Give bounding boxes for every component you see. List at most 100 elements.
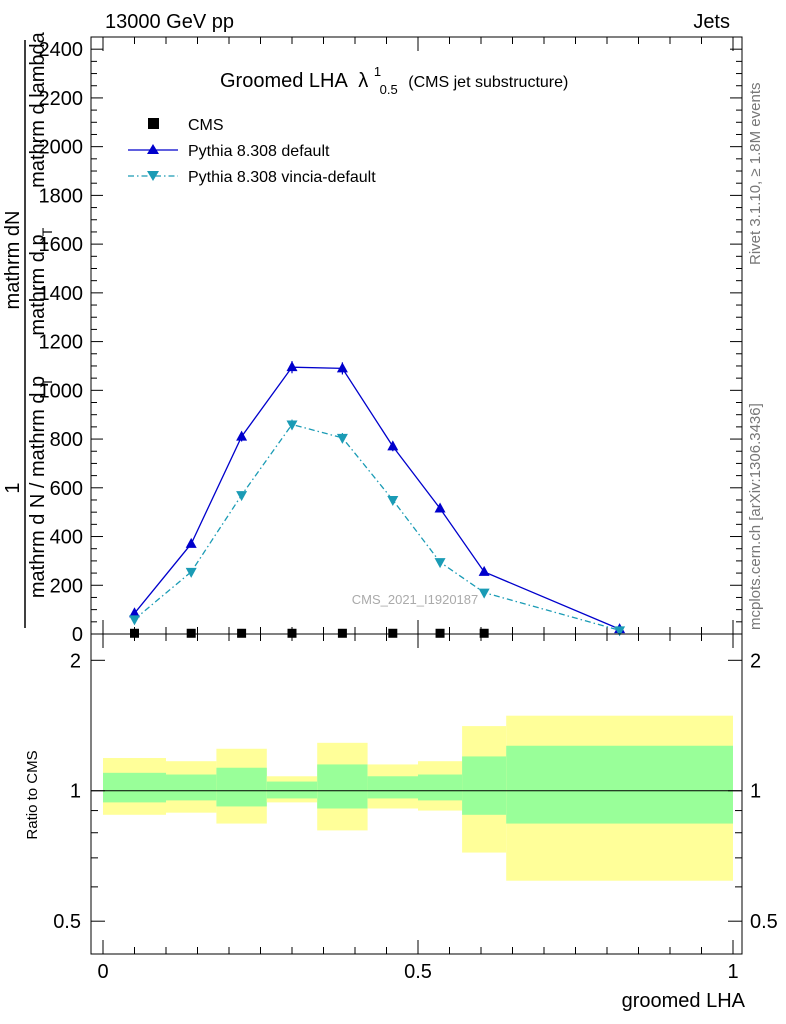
chart-title-sup: 1	[374, 64, 381, 79]
main-ylabel: mathrm dN T mathrm d lambda mathrm d p 1…	[2, 31, 55, 628]
main-ytick-label: 1800	[39, 185, 84, 207]
data-point-pythia-default	[434, 502, 446, 513]
chart-title: Groomed LHA λ 1 0.5 (CMS jet substructur…	[220, 59, 568, 99]
main-ytick-label: 0	[72, 624, 83, 646]
data-point-pythia-default	[286, 361, 298, 372]
legend-cms-label: CMS	[188, 117, 224, 134]
main-ytick-label: 400	[50, 527, 83, 549]
data-point-pythia-default	[236, 430, 248, 441]
main-ytick-label: 800	[50, 429, 83, 451]
legend-pythia-default-marker	[147, 144, 159, 154]
ratio-ytick-label-right: 2	[750, 650, 761, 672]
ylabel-a: mathrm d N / mathrm d p	[27, 376, 49, 598]
ratio-bands	[103, 715, 733, 881]
chart-title-symbol: λ	[358, 70, 368, 92]
data-point-pythia-default	[336, 362, 348, 373]
ratio-ytick-label: 0.5	[53, 911, 81, 933]
data-point-pythia-vincia	[185, 567, 197, 578]
ratio-ylabel: Ratio to CMS	[24, 750, 41, 839]
ratio-panel: 0.5 0.51 12 2 0 0.5 1 Ratio to CMS groomed LH…	[24, 633, 778, 1012]
main-ytick-label: 200	[50, 575, 83, 597]
data-point-cms	[287, 628, 297, 638]
data-point-cms	[237, 628, 247, 638]
ratio-band-inner	[103, 772, 166, 803]
legend-pythia-vincia-label: Pythia 8.308 vincia-default	[188, 169, 376, 186]
series-markers	[129, 361, 626, 638]
header-energy: 13000 GeV pp	[105, 11, 234, 33]
main-y-ticks: 0 200 400 600 800 1000 1200 1400 1600 1800 2000 220…	[39, 39, 742, 646]
rivet-label: Rivet 3.1.10, ≥ 1.8M events	[747, 83, 764, 266]
data-point-pythia-default	[478, 565, 490, 576]
header-jets: Jets	[693, 11, 730, 33]
mcplots-label: mcplots.cern.ch [arXiv:1306.3436]	[747, 403, 764, 630]
legend: CMS Pythia 8.308 default Pythia 8.308 vi…	[128, 117, 376, 186]
data-point-pythia-vincia	[236, 491, 248, 502]
data-point-cms	[435, 628, 445, 638]
chart-title-sub: 0.5	[380, 82, 398, 97]
legend-pythia-default-label: Pythia 8.308 default	[188, 143, 330, 160]
main-ytick-label: 1200	[39, 332, 84, 354]
data-point-pythia-vincia	[387, 495, 399, 506]
ratio-ytick-label: 1	[70, 781, 81, 803]
watermark: CMS_2021_I1920187	[352, 592, 479, 607]
series-line-2	[134, 423, 620, 631]
ratio-band-inner	[367, 776, 418, 799]
data-point-pythia-vincia	[129, 615, 140, 626]
main-ytick-label: 1400	[39, 283, 84, 305]
series-line-1	[133, 366, 620, 630]
data-point-pythia-vincia	[614, 626, 626, 637]
x-tick-label: 0	[97, 961, 108, 983]
data-point-pythia-default	[129, 607, 140, 618]
ratio-ytick-label: 2	[70, 650, 81, 672]
ratio-ytick-label-right: 0.5	[750, 911, 778, 933]
main-ytick-label: 2400	[39, 39, 84, 61]
ratio-x-ticks: 0 0.5 1	[97, 634, 739, 983]
ylabel-b: mathrm d p	[27, 234, 49, 335]
ylabel-numerator-sub: T	[39, 227, 55, 236]
ratio-y-ticks: 0.5 0.5 1 1 2 2	[53, 650, 778, 933]
chart-title-text: Groomed LHA	[220, 70, 348, 92]
ylabel-fraction-one: 1	[2, 482, 24, 493]
data-point-pythia-vincia	[478, 588, 490, 599]
ratio-band-inner	[462, 756, 507, 815]
data-point-cms	[337, 628, 347, 638]
main-ytick-label: 600	[50, 478, 83, 500]
x-tick-label: 1	[727, 961, 738, 983]
data-point-pythia-default	[387, 440, 399, 451]
x-axis-label: groomed LHA	[622, 990, 746, 1012]
main-ytick-label: 2200	[39, 88, 84, 110]
data-point-cms	[130, 628, 139, 638]
main-ytick-label: 1600	[39, 234, 84, 256]
main-x-ticks	[102, 37, 734, 634]
ratio-frame	[90, 633, 743, 955]
legend-cms-marker	[148, 118, 159, 129]
ratio-band-inner	[317, 764, 368, 809]
main-ytick-label: 2000	[39, 137, 84, 159]
main-ytick-label: 1000	[39, 380, 84, 402]
data-point-cms	[388, 628, 398, 638]
data-point-cms	[186, 628, 196, 638]
chart-title-note: (CMS jet substructure)	[408, 74, 568, 91]
data-point-cms	[479, 628, 489, 638]
series-lines	[133, 366, 620, 631]
ratio-band-inner	[266, 781, 318, 799]
ylabel-numerator-top: mathrm dN	[2, 211, 24, 310]
data-point-pythia-vincia	[336, 433, 348, 444]
data-point-pythia-vincia	[286, 420, 298, 431]
ylabel-c: mathrm d lambda	[27, 31, 49, 187]
data-point-pythia-vincia	[434, 558, 446, 569]
legend-item-cms: CMS	[148, 117, 224, 134]
data-point-pythia-default	[185, 537, 197, 548]
ratio-band-inner	[506, 745, 733, 824]
legend-pythia-vincia-marker	[147, 171, 159, 181]
ratio-band-inner	[418, 774, 463, 801]
ratio-band-inner	[216, 767, 267, 807]
legend-item-pythia-default: Pythia 8.308 default	[128, 143, 330, 160]
legend-item-pythia-vincia: Pythia 8.308 vincia-default	[128, 169, 376, 186]
ylabel-denominator-sub: T	[39, 377, 55, 386]
x-tick-label: 0.5	[404, 961, 432, 983]
main-panel: 0 200 400 600 800 1000 1200 1400 1600 1800 2000 220…	[39, 36, 743, 646]
ratio-band-inner	[166, 774, 217, 801]
ratio-ytick-label-right: 1	[750, 781, 761, 803]
